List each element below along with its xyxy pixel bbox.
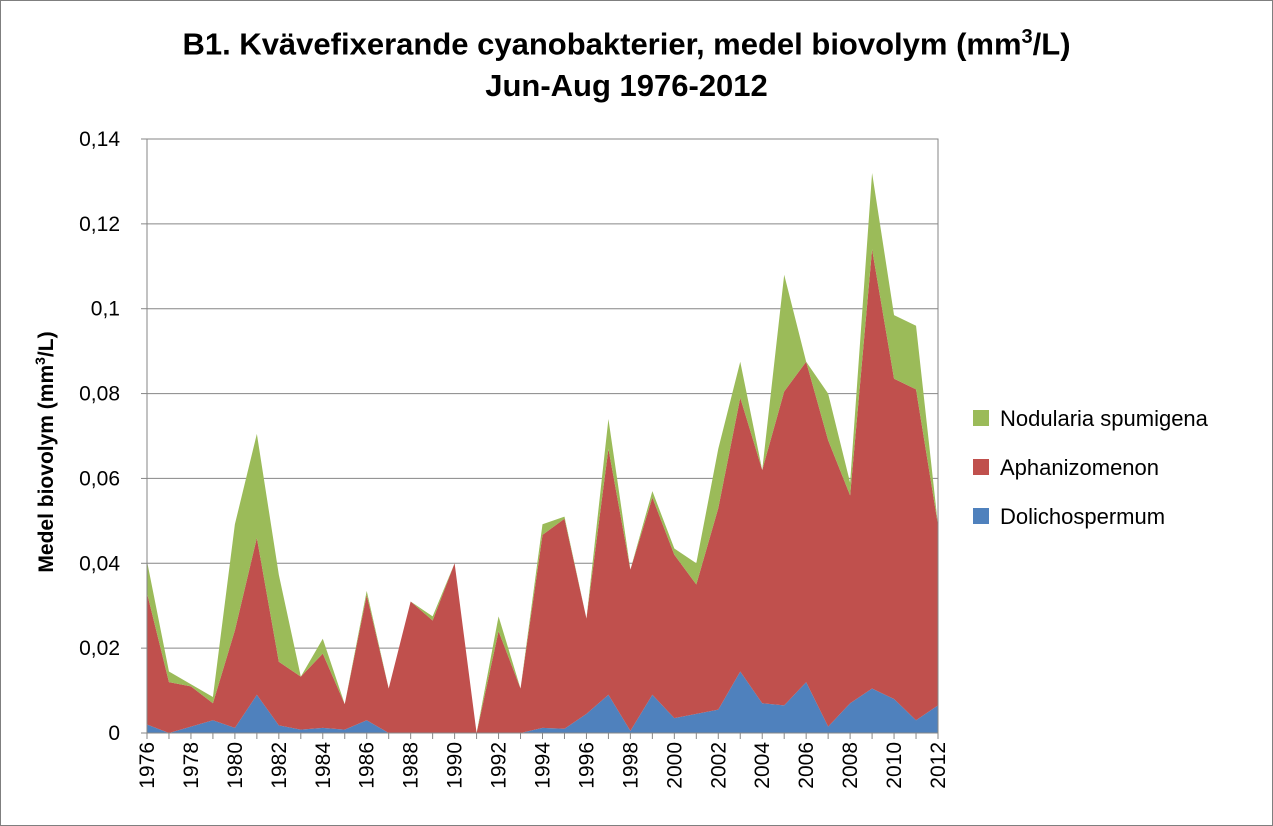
x-tick-label-1988: 1988 xyxy=(400,742,423,789)
y-axis-label-superscript: 3 xyxy=(32,357,48,365)
area-series xyxy=(147,172,938,733)
legend-swatch-aphanizomenon xyxy=(973,459,989,475)
legend-label-dolichospermum: Dolichospermum xyxy=(1000,504,1165,529)
y-axis-label-main: Medel biovolym (mm xyxy=(35,365,58,573)
x-tick-label-1980: 1980 xyxy=(224,742,247,789)
area-aphanizomenon xyxy=(147,249,938,733)
x-tick-label-1986: 1986 xyxy=(356,742,379,789)
x-tick-label-1982: 1982 xyxy=(268,742,291,789)
x-tick-label-1976: 1976 xyxy=(136,742,159,789)
legend-swatch-nodularia-spumigena xyxy=(973,410,989,426)
y-tick-label-3: 0,06 xyxy=(79,467,120,490)
x-tick-label-2000: 2000 xyxy=(663,742,686,789)
x-tick-label-1998: 1998 xyxy=(619,742,642,789)
y-tick-label-7: 0,14 xyxy=(79,128,120,151)
x-axis: 1976 1978 1980 1982 1984 1986 1988 1990 1992 1994… xyxy=(136,732,950,789)
y-axis-label: Medel biovolym (mm3/L) xyxy=(32,331,58,572)
legend-label-nodularia-spumigena: Nodularia spumigena xyxy=(1000,406,1209,431)
chart-subtitle: Jun-Aug 1976-2012 xyxy=(485,68,768,103)
x-tick-label-2002: 2002 xyxy=(707,742,730,789)
y-tick-label-1: 0,02 xyxy=(79,637,120,660)
y-tick-label-4: 0,08 xyxy=(79,383,120,406)
chart-title: B1. Kvävefixerande cyanobakterier, medel… xyxy=(0,26,1263,62)
y-tick-label-0: 0 xyxy=(108,722,120,745)
y-tick-label-5: 0,1 xyxy=(91,298,120,321)
x-tick-label-1990: 1990 xyxy=(444,742,467,789)
legend: Nodularia spumigena Aphanizomenon Dolichos… xyxy=(973,406,1209,529)
y-tick-label-6: 0,12 xyxy=(79,213,120,236)
chart-title-superscript: 3 xyxy=(1021,26,1033,48)
x-tick-label-1978: 1978 xyxy=(180,742,203,789)
x-tick-label-2012: 2012 xyxy=(927,742,950,789)
x-tick-label-2006: 2006 xyxy=(795,742,818,789)
x-tick-label-2008: 2008 xyxy=(839,742,862,789)
x-tick-label-1996: 1996 xyxy=(575,742,598,789)
x-tick-label-2004: 2004 xyxy=(751,742,774,789)
y-tick-label-2: 0,04 xyxy=(79,552,120,575)
x-tick-label-2010: 2010 xyxy=(883,742,906,789)
y-axis: 0 0,02 0,04 0,06 0,08 0,1 0,12 0,14 xyxy=(79,128,148,745)
svg-text:Medel biovolym (mm3/L): Medel biovolym (mm3/L) xyxy=(32,331,58,572)
x-tick-label-1994: 1994 xyxy=(532,742,555,789)
x-tick-label-1984: 1984 xyxy=(312,742,335,789)
y-axis-label-end: /L) xyxy=(35,331,58,357)
x-tick-label-1992: 1992 xyxy=(488,742,511,789)
area-dolichospermum xyxy=(147,671,938,733)
legend-label-aphanizomenon: Aphanizomenon xyxy=(1000,455,1159,480)
legend-swatch-dolichospermum xyxy=(973,508,989,524)
chart-title-main: B1. Kvävefixerande cyanobakterier, medel… xyxy=(182,26,1022,62)
chart-title-end: /L) xyxy=(1032,26,1071,62)
